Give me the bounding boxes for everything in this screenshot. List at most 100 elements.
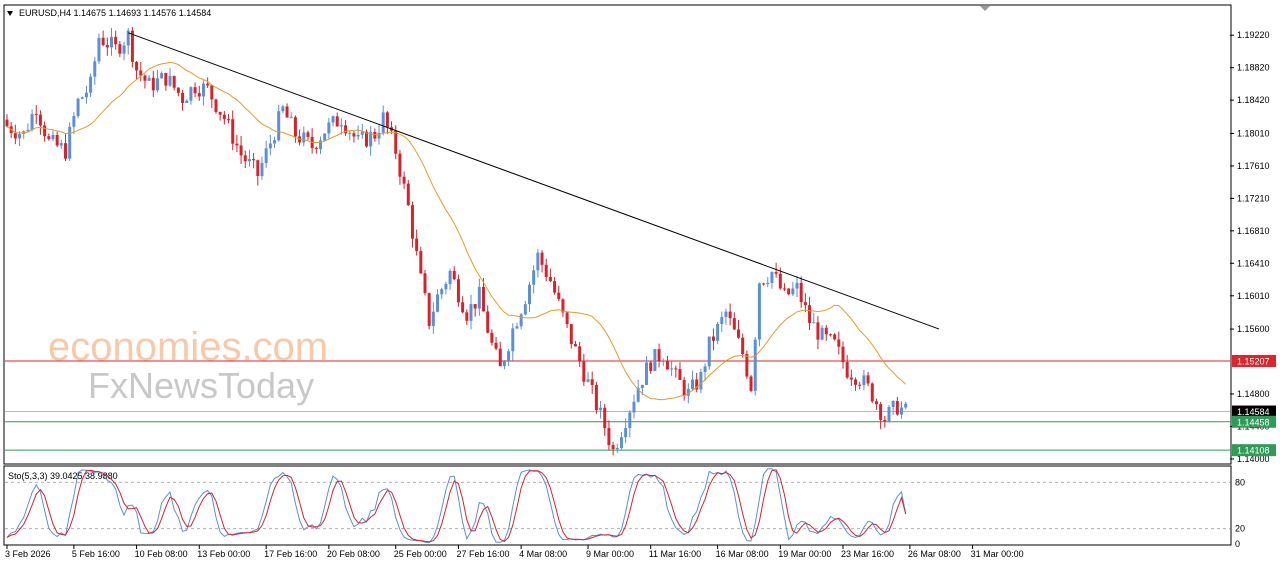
candle-body	[268, 143, 272, 149]
candle-body	[160, 73, 164, 79]
time-tick-label: 9 Mar 00:00	[586, 549, 634, 559]
candle-body	[327, 122, 331, 134]
collapse-triangle-icon[interactable]	[7, 11, 13, 16]
candle-body	[507, 351, 511, 362]
candle-body	[824, 327, 828, 335]
candle-body	[862, 375, 866, 386]
price-tick-label: 1.17210	[1237, 193, 1270, 203]
candle-body	[231, 119, 235, 144]
candle-body	[72, 116, 76, 127]
candle-body	[757, 283, 761, 340]
price-tick-label: 1.14000	[1237, 454, 1270, 464]
candle-body	[686, 388, 690, 396]
candle-body	[682, 379, 686, 396]
candle-body	[43, 125, 47, 137]
candle-body	[569, 324, 573, 345]
candle-body	[628, 412, 632, 429]
candle-body	[289, 117, 293, 119]
candle-body	[243, 155, 247, 162]
candle-body	[557, 292, 561, 300]
candle-body	[264, 148, 268, 163]
candle-body	[26, 129, 30, 132]
candle-body	[778, 273, 782, 289]
candle-body	[139, 70, 143, 76]
candle-body	[68, 126, 72, 159]
candle-body	[344, 125, 348, 134]
candle-body	[406, 183, 410, 206]
candle-body	[820, 327, 824, 340]
candle-body	[256, 160, 260, 177]
candle-body	[528, 284, 531, 305]
candle-body	[377, 132, 381, 139]
candle-body	[582, 361, 586, 382]
candle-body	[866, 375, 870, 384]
candle-body	[816, 322, 820, 340]
stochastic-indicator	[5, 468, 1230, 544]
candle-body	[812, 322, 816, 324]
candle-body	[130, 30, 134, 62]
candle-body	[803, 302, 807, 306]
candle-body	[239, 145, 243, 156]
moving-average-line	[6, 61, 907, 401]
candle-body	[854, 379, 858, 385]
candle-body	[532, 270, 536, 285]
price-tick-label: 1.17610	[1237, 161, 1270, 171]
candle-body	[540, 252, 544, 265]
candle-body	[787, 288, 791, 295]
candle-body	[398, 153, 402, 177]
candle-body	[482, 286, 486, 312]
candle-body	[84, 92, 88, 98]
candle-body	[452, 270, 456, 280]
candle-body	[732, 318, 736, 330]
price-label-text: 1.14458	[1237, 417, 1270, 427]
candle-body	[214, 99, 218, 112]
candle-body	[168, 76, 172, 86]
candle-body	[64, 143, 68, 159]
candle-body	[828, 334, 832, 336]
candle-body	[18, 133, 22, 139]
candle-body	[314, 148, 318, 150]
price-label-box	[1232, 415, 1276, 428]
candle-body	[904, 403, 908, 408]
candle-body	[34, 114, 38, 116]
trendline[interactable]	[128, 32, 940, 330]
candle-body	[599, 407, 603, 411]
candle-body	[110, 36, 113, 48]
candle-body	[502, 361, 506, 367]
candle-body	[515, 326, 519, 329]
time-tick-label: 10 Feb 08:00	[135, 549, 188, 559]
candle-body	[369, 131, 373, 147]
candle-body	[281, 106, 285, 112]
candle-body	[47, 136, 51, 140]
candle-body	[544, 264, 548, 278]
candle-body	[126, 30, 130, 46]
candle-body	[448, 270, 452, 285]
candle-body	[306, 132, 310, 137]
candle-body	[879, 404, 883, 420]
candle-body	[615, 447, 619, 450]
stochastic-tick-label: 80	[1235, 477, 1245, 487]
stochastic-d-line	[6, 469, 907, 543]
candle-body	[653, 349, 657, 371]
candle-body	[607, 428, 611, 446]
candle-body	[661, 360, 665, 362]
symbol-ohlc-header: EURUSD,H4 1.14675 1.14693 1.14576 1.1458…	[19, 8, 211, 18]
time-tick-label: 13 Feb 00:00	[197, 549, 250, 559]
candle-body	[335, 116, 339, 127]
shift-marker-icon[interactable]	[980, 6, 990, 11]
candle-body	[766, 282, 770, 284]
time-tick-label: 17 Feb 16:00	[264, 549, 317, 559]
candle-body	[619, 437, 623, 448]
time-tick-label: 4 Mar 08:00	[519, 549, 567, 559]
candle-body	[590, 379, 594, 385]
candle-body	[260, 162, 264, 177]
candle-body	[728, 311, 732, 319]
candle-body	[849, 377, 853, 380]
price-tick-label: 1.18820	[1237, 63, 1270, 73]
price-tick-label: 1.16410	[1237, 258, 1270, 268]
candle-body	[716, 323, 720, 341]
candle-body	[155, 78, 159, 91]
candle-body	[415, 238, 419, 252]
